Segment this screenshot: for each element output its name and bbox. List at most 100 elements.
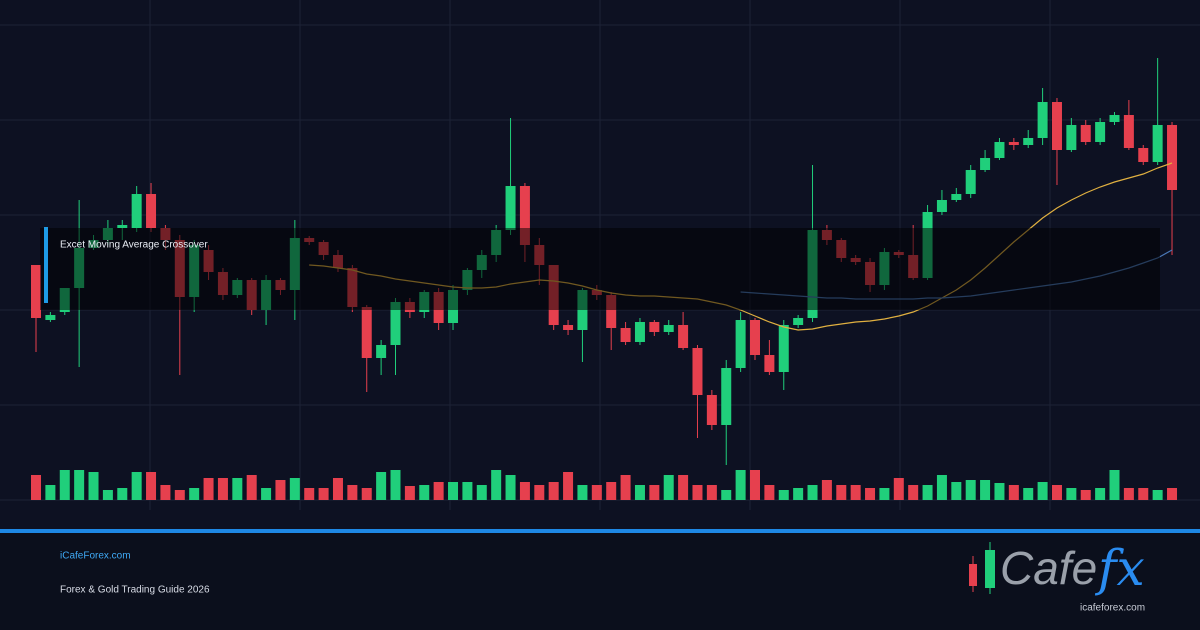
candle-body xyxy=(634,322,645,342)
volume-bar xyxy=(879,488,890,500)
volume-bar xyxy=(663,475,674,500)
volume-bar xyxy=(735,470,746,500)
volume-bar xyxy=(174,490,185,500)
volume-bar xyxy=(102,490,113,500)
overlay-label: Excet Moving Average Crossover xyxy=(60,240,208,251)
candle-body xyxy=(750,320,760,355)
volume-bar xyxy=(160,485,171,500)
volume-bar xyxy=(491,470,502,500)
volume-bar xyxy=(361,488,372,500)
logo-word: Cafe xyxy=(1000,542,1097,594)
volume-bar xyxy=(936,475,947,500)
candle-body xyxy=(563,325,574,330)
volume-bar xyxy=(275,480,286,500)
volume-bar xyxy=(404,486,415,500)
volume-bar xyxy=(203,478,214,500)
candle-body xyxy=(678,325,689,348)
overlay-box xyxy=(40,228,1160,310)
volume-bar xyxy=(217,478,228,500)
candle-body xyxy=(1066,125,1077,150)
volume-bar xyxy=(347,485,358,500)
candle-body xyxy=(649,322,660,332)
volume-bar xyxy=(649,485,660,500)
candle-body xyxy=(1008,142,1019,145)
volume-bar xyxy=(1095,488,1106,500)
candle-body xyxy=(620,328,631,342)
candle-body xyxy=(1051,102,1062,150)
volume-bar xyxy=(476,485,487,500)
volume-bar xyxy=(865,488,876,500)
volume-bar xyxy=(462,482,473,500)
volume-bar xyxy=(793,488,804,500)
volume-bar xyxy=(1152,490,1163,500)
candle-body xyxy=(505,186,516,230)
volume-bar xyxy=(519,482,530,500)
volume-bar xyxy=(74,470,85,500)
volume-bar xyxy=(1023,488,1034,500)
volume-bar xyxy=(980,480,991,500)
candle-body xyxy=(1138,148,1149,162)
volume-bar xyxy=(750,470,760,500)
volume-bar xyxy=(31,475,41,500)
volume-bar xyxy=(807,485,818,500)
volume-bar xyxy=(505,475,516,500)
volume-bar xyxy=(965,480,976,500)
volume-bar xyxy=(548,482,559,500)
volume-bar xyxy=(577,485,588,500)
volume-bar xyxy=(1167,488,1178,500)
candle-body xyxy=(390,302,401,345)
volume-bar xyxy=(620,475,631,500)
volume-bar xyxy=(1066,488,1077,500)
candle-body xyxy=(793,318,804,325)
volume-bar xyxy=(692,485,703,500)
candle-body xyxy=(1109,115,1120,122)
volume-bar xyxy=(1109,470,1120,500)
volume-bar xyxy=(908,485,919,500)
candle-body xyxy=(376,345,387,358)
candle-body xyxy=(146,194,157,228)
candle-body xyxy=(131,194,142,228)
volume-bar xyxy=(1138,488,1149,500)
volume-bar xyxy=(332,478,343,500)
volume-bar xyxy=(318,488,329,500)
volume-bar xyxy=(376,472,387,500)
volume-bar xyxy=(922,485,933,500)
candle-body xyxy=(692,348,703,395)
volume-bar xyxy=(1080,490,1091,500)
logo-url: icafeforex.com xyxy=(1080,603,1145,614)
volume-bar xyxy=(534,485,545,500)
volume-bar xyxy=(821,480,832,500)
candle-body xyxy=(778,325,789,372)
footer-site: iCafeForex.com xyxy=(60,551,131,562)
candle-body xyxy=(1023,138,1034,145)
candle-body xyxy=(1037,102,1048,138)
volume-bar xyxy=(59,470,70,500)
candle-body xyxy=(721,368,732,425)
candle-body xyxy=(361,307,372,358)
volume-bar xyxy=(850,485,861,500)
volume-bar xyxy=(232,478,243,500)
candle-body xyxy=(1152,125,1163,162)
candle-body xyxy=(706,395,717,425)
candle-body xyxy=(1095,122,1106,142)
volume-bar xyxy=(951,482,962,500)
candle-body xyxy=(735,320,746,368)
candle-body xyxy=(994,142,1005,158)
candle-body xyxy=(519,186,530,245)
candle-body xyxy=(764,355,775,372)
candle-body xyxy=(965,170,976,194)
volume-bar xyxy=(390,470,401,500)
logo-accent: fx xyxy=(1094,539,1145,597)
volume-bar xyxy=(1123,488,1134,500)
volume-bar xyxy=(606,482,617,500)
candle-body xyxy=(1080,125,1091,142)
volume-bar xyxy=(994,483,1005,500)
volume-bar xyxy=(419,485,430,500)
candle-body xyxy=(45,315,56,320)
volume-bar xyxy=(45,485,56,500)
volume-bar xyxy=(448,482,459,500)
candle-body xyxy=(606,295,617,328)
candle-body xyxy=(663,325,674,332)
volume-bar xyxy=(304,488,315,500)
